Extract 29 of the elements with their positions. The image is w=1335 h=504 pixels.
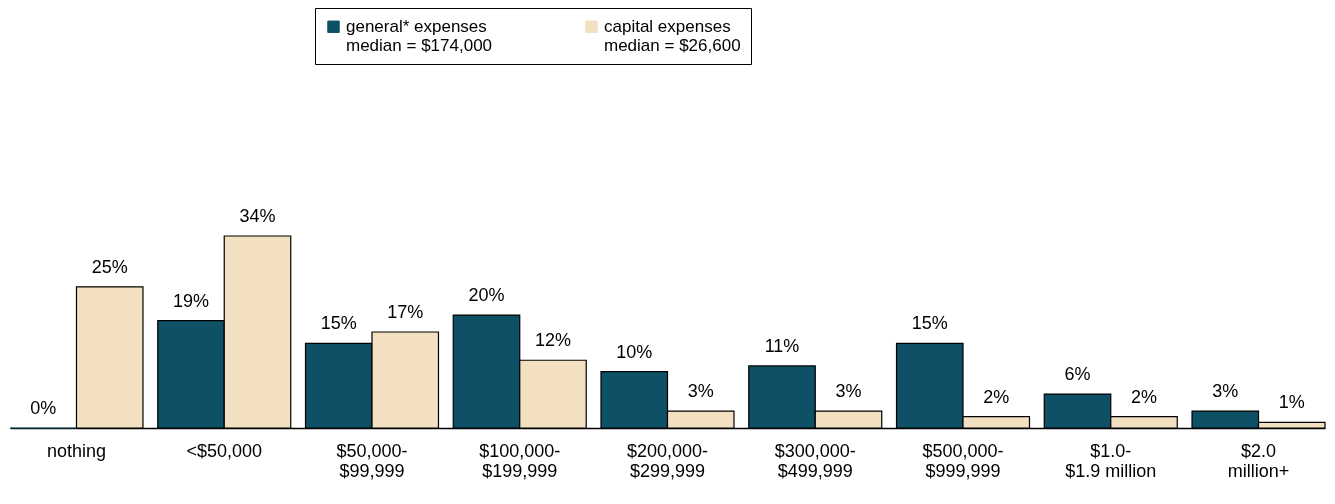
x-tick-label: nothing xyxy=(46,440,107,461)
data-label: 3% xyxy=(1212,381,1239,402)
data-label: 3% xyxy=(835,381,862,402)
data-label: 12% xyxy=(534,330,572,351)
data-label: 20% xyxy=(468,285,505,306)
data-label: 2% xyxy=(983,386,1010,407)
data-label: 15% xyxy=(911,313,948,334)
data-label: 25% xyxy=(91,256,128,277)
data-label: 17% xyxy=(387,302,424,322)
data-label: 6% xyxy=(1064,364,1091,385)
x-tick-label: $50,000- $99,999 xyxy=(336,440,408,481)
legend-label: general* expenses median = $174,000 xyxy=(346,16,493,55)
data-label: 19% xyxy=(172,290,210,311)
x-tick-label: $1.0- $1.9 million xyxy=(1065,440,1157,481)
data-label: 1% xyxy=(1278,392,1305,413)
legend-label: capital expenses median = $26,600 xyxy=(604,16,741,55)
x-tick-label: $300,000- $499,999 xyxy=(774,440,856,481)
data-label: 15% xyxy=(320,313,357,334)
data-label: 2% xyxy=(1130,386,1158,407)
x-tick-label: $200,000- $299,999 xyxy=(626,440,709,481)
x-tick-label: $100,000- $199,999 xyxy=(479,440,561,481)
data-label: 34% xyxy=(239,206,276,226)
x-tick-label: $500,000- $999,999 xyxy=(922,440,1004,481)
data-label: 11% xyxy=(764,335,800,356)
x-tick-label: $2.0 million+ xyxy=(1227,440,1290,481)
data-label: 0% xyxy=(30,398,57,418)
x-tick-label: <$50,000 xyxy=(186,440,263,461)
data-label: 3% xyxy=(687,381,714,402)
data-label: 10% xyxy=(616,341,653,362)
